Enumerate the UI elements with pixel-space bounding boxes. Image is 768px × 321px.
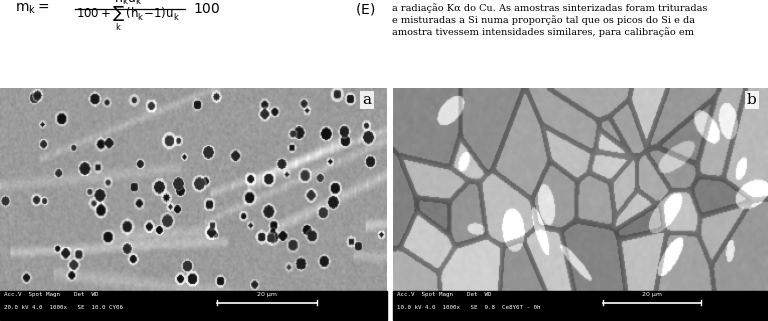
Text: 20.0 kV 4.0  1000x   SE  10.0 CY06: 20.0 kV 4.0 1000x SE 10.0 CY06: [4, 305, 123, 310]
Bar: [0, 291, 387, 320]
Text: $\mathrm{h_k u_k}$: $\mathrm{h_k u_k}$: [114, 0, 142, 7]
Text: 10.0 kV 4.0  1000x   SE  9.8  Ce8Y6T - 0h: 10.0 kV 4.0 1000x SE 9.8 Ce8Y6T - 0h: [397, 305, 540, 310]
Text: e misturadas a Si numa proporção tal que os picos do Si e da: e misturadas a Si numa proporção tal que…: [392, 15, 695, 25]
Bar: [393, 291, 768, 320]
Text: a: a: [362, 93, 372, 107]
Text: $\mathrm{100}$: $\mathrm{100}$: [193, 2, 220, 16]
Text: $\mathrm{(E)}$: $\mathrm{(E)}$: [355, 1, 376, 17]
Text: 20 μm: 20 μm: [642, 292, 662, 298]
Text: Acc.V  Spot Magn    Det  WD: Acc.V Spot Magn Det WD: [4, 292, 98, 298]
Text: a radiação Kα do Cu. As amostras sinterizadas foram trituradas: a radiação Kα do Cu. As amostras sinteri…: [392, 3, 707, 13]
Text: b: b: [747, 93, 756, 107]
Text: $\mathrm{100 + \sum_k\,(h_k\!-\!1)u_k}$: $\mathrm{100 + \sum_k\,(h_k\!-\!1)u_k}$: [76, 5, 180, 33]
Text: amostra tivessem intensidades similares, para calibração em: amostra tivessem intensidades similares,…: [392, 27, 694, 37]
Text: $\mathrm{m_k=}$: $\mathrm{m_k=}$: [15, 2, 49, 16]
Text: Acc.V  Spot Magn    Det  WD: Acc.V Spot Magn Det WD: [397, 292, 492, 298]
Text: 20 μm: 20 μm: [257, 292, 277, 298]
